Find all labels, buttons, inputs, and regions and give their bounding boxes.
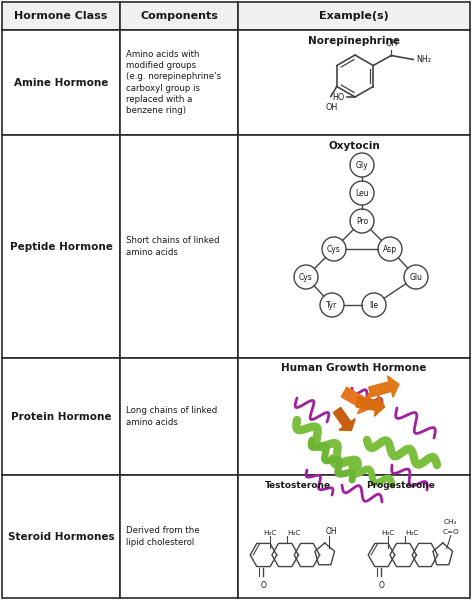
Circle shape bbox=[404, 265, 428, 289]
Text: Gly: Gly bbox=[356, 161, 368, 170]
Text: H₃C: H₃C bbox=[382, 530, 395, 536]
Text: Leu: Leu bbox=[355, 188, 369, 197]
Text: Peptide Hormone: Peptide Hormone bbox=[9, 241, 112, 252]
Text: NH₂: NH₂ bbox=[416, 55, 431, 64]
Text: Ile: Ile bbox=[369, 300, 379, 309]
Bar bbox=[2, 358, 120, 475]
Polygon shape bbox=[333, 408, 355, 430]
Text: Short chains of linked
amino acids: Short chains of linked amino acids bbox=[126, 237, 219, 256]
Polygon shape bbox=[356, 394, 384, 416]
Bar bbox=[238, 30, 470, 135]
Bar bbox=[120, 475, 238, 598]
Text: Protein Hormone: Protein Hormone bbox=[11, 412, 111, 421]
Text: Pro: Pro bbox=[356, 217, 368, 226]
Text: H₃C: H₃C bbox=[287, 530, 301, 536]
Bar bbox=[2, 30, 120, 135]
Circle shape bbox=[294, 265, 318, 289]
Text: H₃C: H₃C bbox=[264, 530, 277, 536]
Bar bbox=[2, 135, 120, 358]
Text: HO: HO bbox=[333, 93, 345, 102]
Bar bbox=[238, 475, 470, 598]
Circle shape bbox=[350, 181, 374, 205]
Bar bbox=[120, 358, 238, 475]
Text: Oxytocin: Oxytocin bbox=[328, 141, 380, 151]
Circle shape bbox=[320, 293, 344, 317]
Circle shape bbox=[350, 209, 374, 233]
Circle shape bbox=[378, 237, 402, 261]
Circle shape bbox=[362, 293, 386, 317]
Bar bbox=[2, 2, 120, 30]
Text: Hormone Class: Hormone Class bbox=[14, 11, 108, 21]
Text: OH: OH bbox=[385, 39, 397, 48]
Text: Human Growth Hormone: Human Growth Hormone bbox=[281, 363, 427, 373]
Text: Components: Components bbox=[140, 11, 218, 21]
Text: Progesterone: Progesterone bbox=[366, 482, 435, 491]
Text: CH₃: CH₃ bbox=[444, 519, 457, 524]
Text: C=O: C=O bbox=[442, 529, 459, 535]
Text: H₃C: H₃C bbox=[405, 530, 419, 536]
Bar bbox=[238, 358, 470, 475]
Circle shape bbox=[350, 153, 374, 177]
Bar bbox=[2, 475, 120, 598]
Text: Derived from the
lipid cholesterol: Derived from the lipid cholesterol bbox=[126, 527, 200, 547]
Text: Amino acids with
modified groups
(e.g. norepinephrine's
carboxyl group is
replac: Amino acids with modified groups (e.g. n… bbox=[126, 50, 221, 115]
Text: Tyr: Tyr bbox=[327, 300, 337, 309]
Text: Testosterone: Testosterone bbox=[265, 482, 331, 491]
Text: Glu: Glu bbox=[410, 273, 422, 282]
Text: Cys: Cys bbox=[299, 273, 313, 282]
Text: Steroid Hormones: Steroid Hormones bbox=[8, 532, 114, 542]
Circle shape bbox=[322, 237, 346, 261]
Bar bbox=[120, 135, 238, 358]
Text: Asp: Asp bbox=[383, 244, 397, 253]
Text: OH: OH bbox=[326, 104, 338, 113]
Text: Cys: Cys bbox=[327, 244, 341, 253]
Text: Norepinephrine: Norepinephrine bbox=[308, 36, 400, 46]
Text: O: O bbox=[379, 582, 384, 591]
Text: Amine Hormone: Amine Hormone bbox=[14, 78, 108, 87]
Text: Long chains of linked
amino acids: Long chains of linked amino acids bbox=[126, 406, 217, 427]
Polygon shape bbox=[369, 376, 399, 397]
Bar bbox=[120, 30, 238, 135]
Text: OH: OH bbox=[326, 527, 337, 536]
Bar bbox=[120, 2, 238, 30]
Bar bbox=[238, 135, 470, 358]
Bar bbox=[238, 2, 470, 30]
Text: O: O bbox=[261, 582, 266, 591]
Text: Example(s): Example(s) bbox=[319, 11, 389, 21]
Polygon shape bbox=[341, 387, 372, 414]
